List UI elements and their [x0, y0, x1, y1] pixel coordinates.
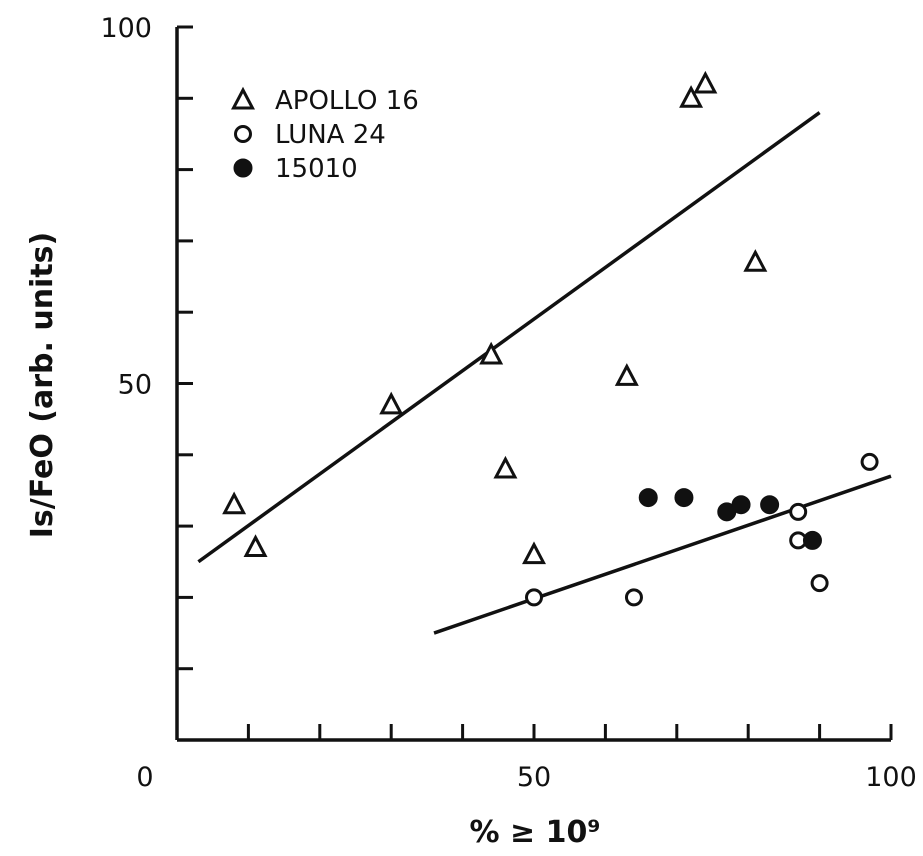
axes: 0 50 100 50 100 — [100, 13, 916, 793]
triangle-marker — [379, 391, 404, 415]
open-circle-marker — [789, 502, 808, 521]
legend: APOLLO 16 LUNA 24 15010 — [231, 86, 419, 184]
open-circle-marker — [860, 452, 879, 471]
y-axis-title: Is/FeO (arb. units) — [25, 232, 60, 539]
filled-circle-marker — [233, 158, 253, 178]
open-circle-marker — [234, 125, 252, 143]
fit-line — [197, 111, 821, 564]
triangle-marker — [243, 534, 268, 557]
triangle-marker — [693, 70, 718, 94]
open-circle-marker — [624, 588, 643, 607]
x-tick-label: 50 — [517, 762, 551, 793]
y-tick-label: 50 — [118, 370, 152, 401]
triangle-marker — [493, 455, 518, 479]
fit-lines — [197, 111, 892, 635]
triangle-marker — [743, 249, 768, 272]
filled-circle-marker — [760, 495, 780, 515]
filled-circle-marker — [638, 488, 658, 508]
triangle-marker — [231, 86, 255, 110]
triangle-marker — [522, 541, 546, 565]
triangle-marker — [614, 363, 639, 386]
filled-circle-marker — [802, 530, 822, 550]
x-axis-title: % ≥ 10⁹ — [470, 815, 601, 850]
legend-label: APOLLO 16 — [275, 86, 419, 116]
fit-line — [433, 474, 892, 635]
open-circle-marker — [525, 588, 543, 607]
x-tick-label: 100 — [865, 762, 917, 793]
filled-circle-marker — [674, 488, 694, 508]
x-tick-label: 0 — [136, 762, 153, 793]
y-tick-label: 100 — [100, 13, 152, 44]
triangle-marker — [479, 341, 504, 365]
legend-label: 15010 — [275, 154, 358, 184]
open-circle-marker — [810, 574, 829, 593]
data-markers — [222, 70, 879, 607]
legend-label: LUNA 24 — [275, 120, 386, 150]
triangle-marker — [222, 491, 247, 515]
filled-circle-marker — [731, 495, 751, 515]
triangle-marker — [679, 85, 704, 108]
